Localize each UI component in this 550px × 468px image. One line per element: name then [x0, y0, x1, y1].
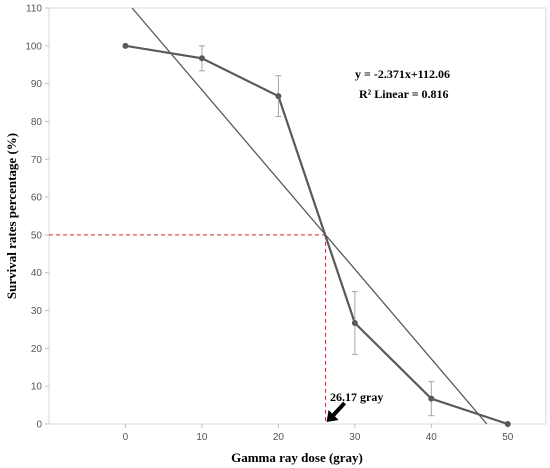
y-tick-label: 10: [31, 382, 43, 393]
y-tick-label: 40: [31, 268, 43, 279]
x-tick-label: 0: [123, 432, 129, 443]
reference-annotation-label: 26.17 gray: [330, 390, 383, 404]
y-tick-label: 60: [31, 193, 43, 204]
x-tick-label: 10: [196, 432, 208, 443]
x-axis-ticks: 0 10 20 30 40 50: [123, 424, 514, 443]
data-point: [275, 93, 282, 100]
data-point: [428, 395, 435, 402]
x-tick-label: 50: [502, 432, 514, 443]
y-axis-ticks: 0 10 20 30 40 50 60 70 80 90 100 110: [25, 4, 49, 431]
x-tick-label: 20: [273, 432, 285, 443]
x-axis-title: Gamma ray dose (gray): [231, 450, 363, 465]
data-series: [122, 42, 511, 427]
plot-border: [48, 7, 547, 425]
y-tick-label: 70: [31, 155, 43, 166]
linear-trendline: [131, 7, 488, 425]
data-point: [198, 55, 205, 62]
x-tick-label: 30: [349, 432, 361, 443]
data-point: [351, 320, 358, 327]
data-point: [504, 421, 511, 427]
data-point: [122, 42, 129, 49]
arrow-shaft: [331, 401, 347, 418]
y-tick-label: 0: [36, 420, 42, 431]
y-tick-label: 30: [31, 306, 43, 317]
y-tick-label: 80: [31, 117, 43, 128]
annotation-arrow: [326, 401, 347, 422]
reference-lines: [49, 234, 327, 424]
r-squared-label: R² Linear = 0.816: [359, 87, 449, 101]
trendline-group: [131, 7, 488, 425]
y-tick-label: 50: [31, 230, 43, 241]
y-tick-label: 100: [25, 41, 42, 52]
y-axis-title: Survival rates percentage (%): [4, 133, 19, 299]
y-tick-label: 20: [31, 344, 43, 355]
y-tick-label: 110: [26, 4, 42, 15]
equation-label: y = -2.371x+112.06: [355, 67, 450, 81]
y-tick-label: 90: [31, 79, 43, 90]
arrow-head: [326, 410, 339, 422]
series-line: [125, 44, 509, 426]
x-tick-label: 40: [426, 432, 438, 443]
